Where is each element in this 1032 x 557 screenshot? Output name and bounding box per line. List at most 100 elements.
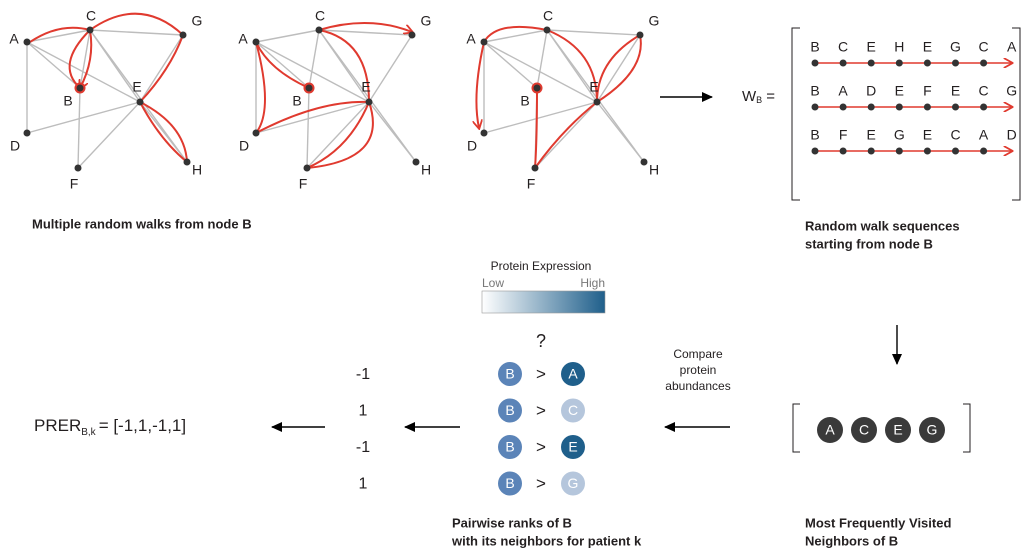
step <box>952 59 959 67</box>
node-label: G <box>192 13 203 29</box>
sequence-node: E <box>951 83 960 99</box>
node-b-label: B <box>505 475 514 491</box>
node <box>136 98 144 106</box>
node-label: F <box>299 176 308 192</box>
neighbor-node <box>561 398 585 423</box>
step <box>923 147 931 155</box>
sequence-node: C <box>979 39 989 55</box>
sequence-node: F <box>839 127 848 143</box>
operator: > <box>536 437 546 456</box>
walk <box>306 101 374 169</box>
edge <box>596 34 641 103</box>
walk <box>139 101 188 163</box>
walk <box>546 29 598 103</box>
sequence-node: E <box>867 39 876 55</box>
edge <box>26 41 141 103</box>
neighbor-node <box>561 471 585 496</box>
caption: with its neighbors for patient k <box>451 533 642 548</box>
step <box>811 147 819 155</box>
step <box>839 59 847 67</box>
node-label: C <box>543 8 553 24</box>
compare-text: Compare <box>673 347 723 361</box>
equals: = <box>766 88 775 105</box>
step <box>923 103 931 111</box>
walk <box>68 29 91 89</box>
bracket <box>792 403 971 453</box>
w: W <box>742 88 757 105</box>
neighbor-node <box>817 417 843 443</box>
sequence-node: G <box>1006 83 1017 99</box>
node-label: C <box>86 8 96 24</box>
step <box>895 103 903 111</box>
node <box>74 164 82 172</box>
edge <box>255 41 370 103</box>
sequence-node: E <box>895 83 904 99</box>
prer-sub: B,k <box>81 427 96 438</box>
edge <box>318 29 413 36</box>
matrix-bracket <box>791 27 1021 201</box>
step <box>839 147 847 155</box>
walk <box>318 22 412 32</box>
edge <box>483 41 598 103</box>
node-b <box>498 435 522 459</box>
legend-high: High <box>580 276 605 290</box>
node-label: A <box>466 31 476 47</box>
node-label: H <box>649 162 659 178</box>
edge <box>26 29 91 43</box>
node-b-label: B <box>505 402 514 418</box>
node <box>480 38 488 46</box>
edge <box>546 29 641 36</box>
caption: Multiple random walks from node B <box>32 216 252 231</box>
edge <box>368 34 413 103</box>
walk-symbol: WB = <box>742 88 775 105</box>
rank: 1 <box>359 403 368 420</box>
edge <box>536 29 548 89</box>
node-label: D <box>10 138 20 154</box>
node-label: A <box>9 31 19 47</box>
prer-name: PRER <box>34 416 81 435</box>
neighbor-label: A <box>825 422 835 438</box>
edge <box>306 101 370 169</box>
node-label: H <box>421 162 431 178</box>
walk <box>306 101 370 169</box>
node-label: G <box>421 13 432 29</box>
node-label: E <box>361 79 370 95</box>
prer: PRERB,k = [-1,1,-1,1] <box>34 416 186 437</box>
sequence-node: A <box>838 83 848 99</box>
edge <box>77 87 81 169</box>
node <box>636 31 644 39</box>
sequence-node: A <box>979 127 989 143</box>
edge <box>483 41 538 89</box>
node <box>315 26 323 34</box>
caption: Neighbors of B <box>805 533 898 548</box>
node <box>543 26 551 34</box>
node-b <box>498 471 522 496</box>
node-b-label: B <box>505 366 514 382</box>
walk <box>318 29 370 103</box>
prer-value: = [-1,1,-1,1] <box>99 416 186 435</box>
node <box>412 158 420 166</box>
node <box>303 164 311 172</box>
sequence-node: B <box>810 83 819 99</box>
step <box>895 147 903 155</box>
edge <box>368 101 417 163</box>
edge <box>318 29 417 163</box>
rank: 1 <box>359 476 368 493</box>
step <box>980 59 988 67</box>
step <box>980 103 988 111</box>
node <box>533 84 541 92</box>
graph: A B C D E F G H <box>238 8 431 192</box>
node-label: B <box>520 93 529 109</box>
node-label: B <box>292 93 301 109</box>
walk <box>483 25 548 43</box>
neighbor-node <box>561 435 585 459</box>
neighbor-label: G <box>568 475 579 491</box>
node-label: B <box>63 93 72 109</box>
walk <box>29 26 91 43</box>
edge <box>139 101 188 163</box>
sequence-node: E <box>923 127 932 143</box>
node-label: A <box>238 31 248 47</box>
sequence-node: B <box>810 127 819 143</box>
